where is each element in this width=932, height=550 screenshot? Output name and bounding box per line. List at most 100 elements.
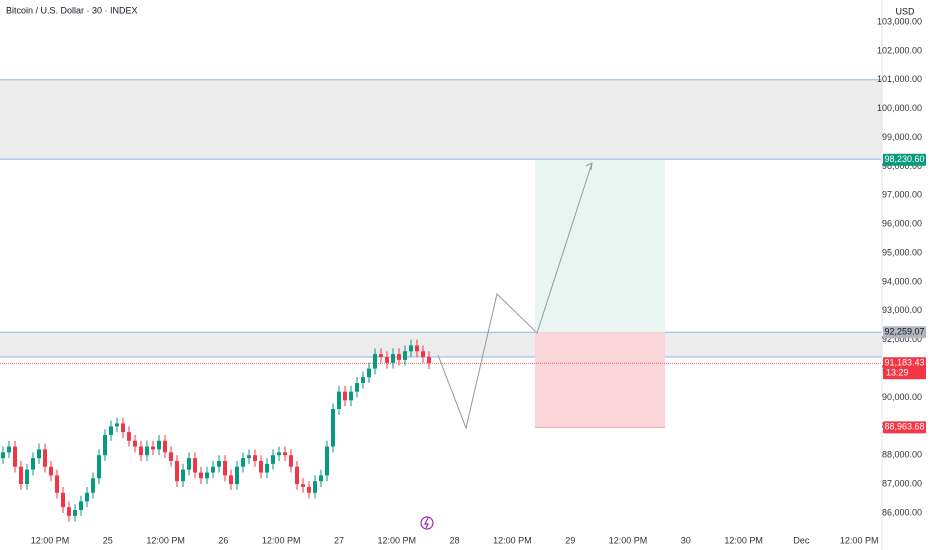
y-tick-label: 103,000.00	[877, 16, 922, 26]
axis-layer: 86,000.0087,000.0088,000.0089,000.0090,0…	[31, 16, 926, 545]
candle-body	[31, 458, 35, 470]
candle-body	[409, 345, 413, 352]
countdown-label: 13:29	[886, 368, 909, 378]
price-tag-label: 88,963.68	[884, 422, 924, 432]
zone	[0, 79, 882, 160]
candle-body	[397, 354, 401, 360]
price-tag	[883, 421, 926, 434]
candle-body	[403, 351, 407, 360]
y-tick-label: 92,000.00	[882, 334, 922, 344]
candle-body	[349, 391, 353, 401]
candle-body	[199, 472, 203, 479]
candle-body	[385, 357, 389, 363]
y-tick-label: 100,000.00	[877, 103, 922, 113]
y-tick-label: 87,000.00	[882, 478, 922, 488]
x-tick-label: 12:00 PM	[724, 535, 763, 545]
candle-body	[79, 501, 83, 511]
y-tick-label: 99,000.00	[882, 132, 922, 142]
candle-body	[277, 452, 281, 456]
candle-body	[319, 475, 323, 482]
candle-body	[337, 391, 341, 409]
candle-body	[193, 458, 197, 473]
y-tick-label: 101,000.00	[877, 74, 922, 84]
candle-body	[7, 446, 11, 453]
x-tick-label: 12:00 PM	[378, 535, 417, 545]
candle-body	[181, 469, 185, 482]
candle-body	[91, 478, 95, 493]
candle-body	[187, 458, 191, 470]
price-tag	[883, 153, 926, 166]
price-tag-label: 98,230.60	[884, 154, 924, 164]
candle-body	[271, 455, 275, 464]
candle-body	[115, 423, 119, 427]
y-tick-label: 102,000.00	[877, 45, 922, 55]
candle-body	[205, 472, 209, 479]
background-layer	[0, 79, 882, 428]
candle-body	[253, 455, 257, 461]
candle-body	[37, 449, 41, 459]
x-tick-label: 12:00 PM	[146, 535, 185, 545]
candle-body	[55, 475, 59, 493]
candle-body	[331, 408, 335, 447]
position-target-area	[535, 159, 665, 333]
x-tick-label: 29	[565, 535, 575, 545]
candle-body	[139, 446, 143, 456]
last-price-tag	[883, 357, 926, 380]
y-tick-label: 90,000.00	[882, 392, 922, 402]
candle-body	[61, 492, 65, 508]
y-tick-label: 86,000.00	[882, 507, 922, 517]
candle-body	[415, 345, 419, 352]
candle-body	[49, 466, 53, 476]
candle-body	[19, 466, 23, 485]
y-tick-label: 93,000.00	[882, 305, 922, 315]
candle-body	[325, 446, 329, 476]
candle-body	[127, 432, 131, 441]
x-tick-label: 12:00 PM	[493, 535, 532, 545]
projection-path	[437, 162, 593, 430]
candle-body	[307, 486, 311, 493]
candle-body	[175, 460, 179, 482]
candle-body	[355, 383, 359, 392]
y-tick-label: 94,000.00	[882, 276, 922, 286]
candle-body	[283, 452, 287, 456]
event-circle[interactable]	[420, 516, 434, 530]
candle-body	[235, 466, 239, 485]
candle-body	[85, 492, 89, 502]
event-icon[interactable]	[420, 516, 434, 530]
last-price-label: 91,183.43	[884, 358, 924, 368]
x-tick-label: 12:00 PM	[609, 535, 648, 545]
candle-body	[265, 463, 269, 473]
candle-body	[157, 440, 161, 450]
price-tag	[883, 326, 926, 339]
candle-body	[295, 466, 299, 485]
candle-body	[259, 460, 263, 473]
x-tick-label: 27	[334, 535, 344, 545]
candle-body	[361, 377, 365, 384]
currency-label: USD	[895, 6, 915, 16]
candle-body	[121, 423, 125, 433]
candle-body	[169, 452, 173, 461]
candle-body	[241, 458, 245, 467]
x-tick-label: 12:00 PM	[31, 535, 70, 545]
projection-arrow	[585, 162, 593, 171]
x-tick-label: 25	[103, 535, 113, 545]
candle-body	[301, 484, 305, 487]
candle-body	[313, 481, 317, 493]
x-tick-label: 28	[450, 535, 460, 545]
candle-body	[211, 466, 215, 473]
candle-body	[67, 507, 71, 516]
candle-body	[1, 452, 5, 459]
x-tick-label: 12:00 PM	[262, 535, 301, 545]
candle-body	[25, 469, 29, 485]
y-tick-label: 95,000.00	[882, 247, 922, 257]
candle-body	[13, 446, 17, 467]
candle-body	[367, 368, 371, 378]
y-tick-label: 97,000.00	[882, 190, 922, 200]
zone	[0, 332, 882, 358]
x-tick-label: Dec	[793, 535, 810, 545]
candle-body	[163, 440, 167, 453]
candle-body	[247, 455, 251, 459]
event-bolt[interactable]	[424, 517, 429, 529]
chart-title: Bitcoin / U.S. Dollar · 30 · INDEX	[6, 5, 138, 15]
candle-body	[391, 354, 395, 363]
